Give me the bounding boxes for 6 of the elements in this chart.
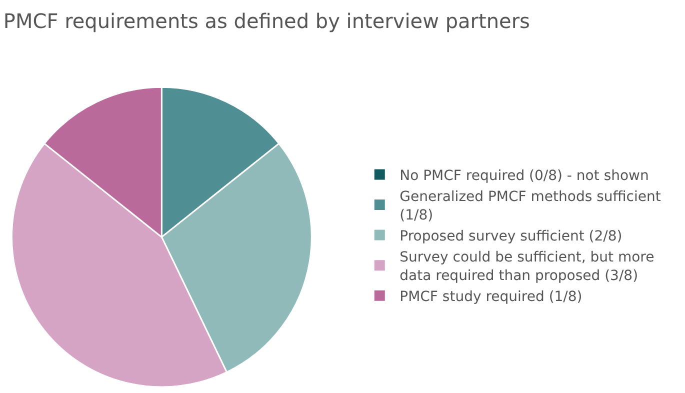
legend-label: No PMCF required (0/8) - not shown [400,168,649,184]
legend-label: Generalized PMCF methods sufficient (1/8) [400,189,662,224]
chart-title: PMCF requirements as defined by interview partners [3,8,530,33]
legend-label: PMCF study required (1/8) [400,289,582,306]
legend-label: Survey could be sufficient, but more data required than proposed (3/8) [400,250,654,284]
legend-label: Proposed survey sufficient (2/8) [400,228,622,245]
